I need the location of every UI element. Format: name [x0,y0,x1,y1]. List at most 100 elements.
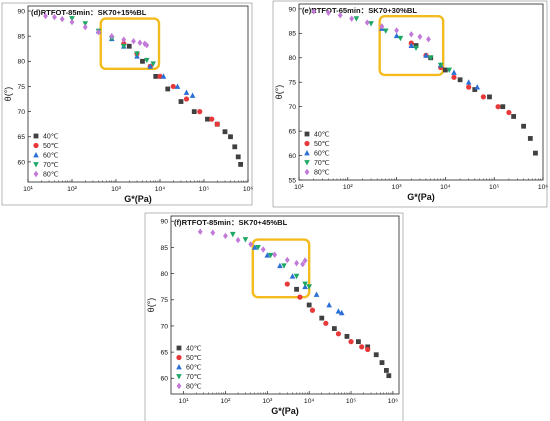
data-point [189,92,196,98]
data-point [533,150,538,156]
data-point [267,252,274,259]
data-point [465,79,472,85]
data-point [337,12,343,19]
series-60℃ [251,244,345,316]
y-tick-label: 80 [160,271,168,278]
data-point [153,74,159,79]
data-point [413,45,419,51]
x-tick-label: 10¹ [23,186,34,193]
data-point [183,96,190,102]
legend-label: 50℃ [314,141,330,148]
legend-label: 40℃ [43,134,59,141]
data-point [300,260,306,268]
x-tick-label: 10³ [111,186,122,193]
data-point [349,15,355,22]
legend-label: 50℃ [186,355,202,362]
data-point [43,12,48,20]
chart-title: (d)RTFOT-85min：SK70+15%BL [31,8,147,17]
chart-panel-d: 10¹ 10² 10³ 10⁴ 10⁵ 10⁶ 60 65 70 75 80 85 90 G*(Pa) θ(… [1,2,254,206]
legend-label: 60℃ [43,153,59,160]
data-point [294,286,299,292]
data-point [408,42,415,48]
data-point [495,104,501,110]
x-tick-label: 10⁵ [199,186,210,193]
x-tick-label: 10⁶ [243,186,254,193]
data-point [302,257,308,264]
data-point [368,21,374,27]
data-point [302,281,308,288]
data-point [248,241,254,248]
legend-label: 50℃ [43,143,59,150]
y-tick-label: 85 [160,245,168,252]
data-point [209,116,215,122]
series-80℃ [311,8,431,43]
y-tick-label: 70 [160,323,168,330]
data-point [311,8,317,15]
data-point [69,16,75,22]
data-point [383,368,389,373]
data-point [394,27,399,34]
data-point [373,352,379,358]
data-point [413,43,419,48]
x-tick-label: 10⁶ [388,398,399,405]
data-point [344,334,350,339]
plot-frame [298,3,544,181]
x-tick-label: 10³ [392,184,403,191]
data-point [437,62,444,69]
chart-title: (e)RTFOT-65min：SK70+30%BL [302,6,417,15]
legend-marker [304,150,310,156]
legend-marker [33,142,39,149]
y-tick-label: 70 [288,104,296,111]
data-point [131,38,136,45]
data-point [140,58,145,64]
data-point [506,109,512,116]
series-80℃ [43,12,150,49]
legend-label: 40℃ [314,132,330,139]
data-point [527,136,533,141]
legend-marker [33,133,39,139]
data-point [142,40,148,47]
data-point [144,42,150,49]
y-tick-label: 85 [288,31,296,38]
legend-marker [176,354,182,361]
data-point [451,69,457,75]
x-axis-label: G*(Pa) [271,406,299,416]
data-point [443,67,448,73]
data-point [417,33,423,40]
x-tick-label: 10² [221,398,232,405]
legend-label: 70℃ [43,162,59,169]
data-point [446,67,453,73]
x-tick-label: 10⁵ [489,184,500,191]
series-80℃ [197,228,308,268]
highlight-box [99,17,161,71]
y-tick-label: 75 [288,80,296,87]
data-point [242,237,249,243]
data-point [289,273,296,279]
data-point [147,63,154,69]
y-tick-label: 80 [288,55,296,62]
data-point [178,99,184,104]
data-point [365,344,371,350]
data-point [293,273,300,280]
data-point [260,246,266,253]
series-50℃ [284,281,371,353]
x-tick-label: 10¹ [294,184,305,191]
data-point [511,114,517,119]
data-point [197,109,203,115]
data-point [222,129,228,135]
data-point [255,245,261,251]
legend-marker [33,162,39,168]
data-point [82,23,88,31]
data-point [284,256,290,264]
data-point [359,344,365,350]
legend-marker [176,374,182,380]
legend-label: 80℃ [43,172,59,179]
y-axis-label: θ(°) [3,87,13,102]
x-tick-label: 10⁴ [304,398,315,405]
y-tick-label: 60 [160,376,168,383]
y-tick-label: 90 [160,219,168,226]
y-tick-label: 65 [17,134,25,141]
data-point [235,154,241,160]
x-tick-label: 10² [343,184,354,191]
